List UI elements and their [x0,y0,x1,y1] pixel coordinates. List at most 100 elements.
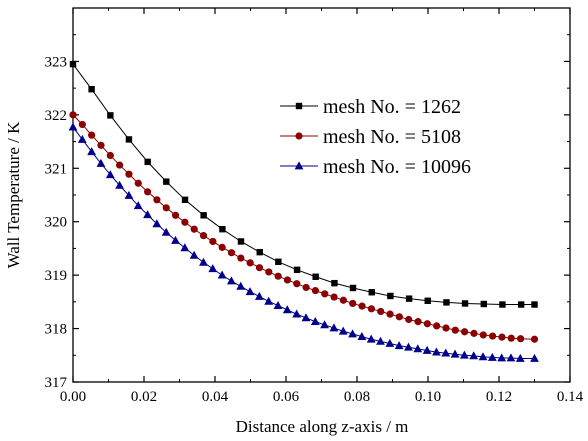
data-point [152,219,162,228]
data-point [69,111,77,119]
data-point [405,315,413,324]
data-point [106,151,114,160]
data-point [423,320,431,328]
data-point [209,237,217,246]
data-point [395,313,403,321]
data-point [515,353,525,362]
data-point [367,305,375,313]
data-point [320,320,329,329]
data-point [273,300,283,309]
x-tick-label: 0.12 [486,389,512,405]
data-point [338,326,348,335]
data-point [125,170,133,178]
x-tick-label: 0.08 [344,389,370,405]
y-tick-label: 317 [45,375,68,391]
data-point [264,296,274,305]
data-point [331,279,338,287]
data-point [312,273,319,280]
data-point [153,196,161,204]
data-point [115,180,124,189]
x-tick-label: 0.06 [273,389,300,405]
data-point [517,301,525,308]
data-point [507,334,515,342]
legend-label: mesh No. = 10096 [323,156,471,178]
data-point [450,349,460,358]
data-point [134,179,142,187]
legend-entry-2: mesh No. = 5108 [280,126,461,148]
data-point [349,284,357,292]
data-point [301,313,311,322]
legend-marker [295,102,303,110]
data-point [432,347,441,356]
data-point [349,299,357,308]
x-tick-label: 0.10 [415,389,441,405]
data-point [96,158,106,167]
x-tick-label: 0.14 [557,389,584,405]
data-point [386,310,394,318]
series-3 [68,122,539,362]
data-point [461,300,469,307]
data-point [143,210,152,219]
data-point [199,257,208,266]
data-point [144,158,151,166]
data-point [292,309,302,318]
data-point [293,266,301,273]
data-point [200,212,207,219]
data-point [442,324,450,332]
data-point [348,329,357,338]
legend-marker [295,132,303,140]
data-point [368,289,375,296]
data-point [125,136,133,143]
data-point [161,227,171,236]
data-point [478,352,488,361]
data-point [531,301,538,308]
data-point [530,353,539,362]
data-point [199,232,208,240]
data-point [246,259,254,267]
data-point [189,250,199,259]
data-point [282,305,292,314]
data-point [516,335,525,343]
data-point [385,338,395,347]
data-point [181,196,189,204]
series-line [72,63,535,306]
data-point [181,218,189,226]
data-point [480,300,488,308]
legend-entry-1: mesh No. = 1262 [280,96,461,118]
x-axis-title: Distance along z-axis / m [236,417,409,436]
data-point [180,243,190,252]
data-point [163,178,170,185]
data-point [321,290,329,298]
data-point [376,336,385,345]
data-point [68,122,78,131]
data-point [237,238,245,245]
data-point [245,287,255,296]
data-point [330,293,338,301]
data-point [433,322,441,330]
data-point [162,204,170,212]
data-point [487,352,497,361]
data-point [274,272,282,280]
data-point [219,225,226,233]
y-tick-label: 321 [45,161,68,177]
data-point [405,295,413,302]
y-tick-label: 322 [45,108,68,124]
data-point [441,348,451,357]
legend-label: mesh No. = 1262 [323,96,461,118]
data-point [190,225,198,233]
y-tick-label: 318 [45,322,68,338]
data-point [237,254,245,262]
data-point [78,120,86,129]
data-point [387,292,394,300]
data-point [97,141,105,149]
data-point [143,188,152,196]
data-point [227,276,236,285]
data-point [469,351,479,360]
data-point [88,131,96,139]
data-point [171,235,180,244]
axes: 0.00 0.02 0.04 0.06 0.08 0.10 0.12 0.14 317 318 31… [45,7,584,405]
data-point [339,296,348,304]
legend: mesh No. = 1262 mesh No. = 5108 mesh No. =… [280,96,471,178]
